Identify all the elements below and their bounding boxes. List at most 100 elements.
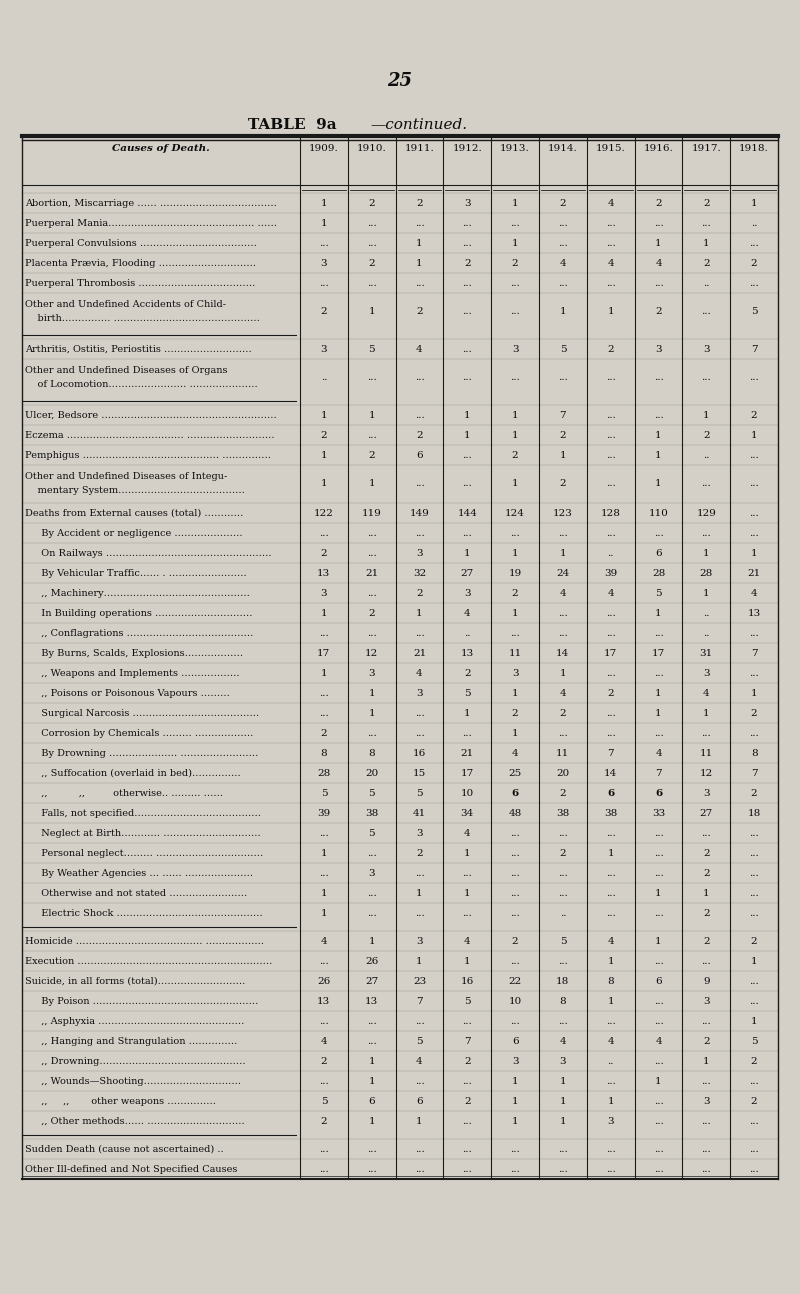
Text: In Building operations …………………………: In Building operations ………………………… bbox=[35, 608, 253, 617]
Text: ...: ... bbox=[654, 410, 663, 419]
Text: ...: ... bbox=[606, 608, 615, 617]
Text: ...: ... bbox=[462, 1165, 472, 1174]
Text: ...: ... bbox=[319, 956, 329, 965]
Text: ...: ... bbox=[558, 238, 568, 247]
Text: ...: ... bbox=[367, 849, 377, 858]
Text: ...: ... bbox=[462, 480, 472, 489]
Text: 28: 28 bbox=[700, 568, 713, 577]
Text: ...: ... bbox=[654, 849, 663, 858]
Text: 1: 1 bbox=[655, 450, 662, 459]
Text: ...: ... bbox=[414, 480, 424, 489]
Text: ...: ... bbox=[367, 1144, 377, 1153]
Text: 3: 3 bbox=[703, 669, 710, 678]
Text: ...: ... bbox=[462, 908, 472, 917]
Text: ...: ... bbox=[367, 374, 377, 383]
Text: 4: 4 bbox=[559, 589, 566, 598]
Text: ...: ... bbox=[462, 219, 472, 228]
Text: ...: ... bbox=[750, 908, 759, 917]
Text: 1: 1 bbox=[321, 219, 327, 228]
Text: 2: 2 bbox=[703, 198, 710, 207]
Text: By Vehicular Traffic…… . ……………………: By Vehicular Traffic…… . …………………… bbox=[35, 568, 246, 577]
Text: 2: 2 bbox=[559, 431, 566, 440]
Text: Pemphigus …………………………………… ……………: Pemphigus …………………………………… …………… bbox=[25, 450, 271, 459]
Text: 1: 1 bbox=[512, 410, 518, 419]
Text: Abortion, Miscarriage …… ………………………………: Abortion, Miscarriage …… ……………………………… bbox=[25, 198, 277, 207]
Text: Corrosion by Chemicals ……… ………………: Corrosion by Chemicals ……… ……………… bbox=[35, 729, 254, 738]
Text: 4: 4 bbox=[559, 1036, 566, 1046]
Text: ...: ... bbox=[702, 219, 711, 228]
Text: 1: 1 bbox=[750, 956, 758, 965]
Text: 13: 13 bbox=[365, 996, 378, 1005]
Text: 6: 6 bbox=[416, 450, 423, 459]
Text: ...: ... bbox=[462, 868, 472, 877]
Text: ...: ... bbox=[558, 868, 568, 877]
Text: 7: 7 bbox=[416, 996, 423, 1005]
Text: 1: 1 bbox=[512, 198, 518, 207]
Text: ...: ... bbox=[510, 889, 520, 898]
Text: 1: 1 bbox=[368, 937, 375, 946]
Text: ...: ... bbox=[654, 828, 663, 837]
Text: 5: 5 bbox=[368, 788, 375, 797]
Text: 1: 1 bbox=[703, 410, 710, 419]
Text: ...: ... bbox=[606, 480, 615, 489]
Text: 2: 2 bbox=[703, 908, 710, 917]
Text: 1: 1 bbox=[559, 1117, 566, 1126]
Text: 1: 1 bbox=[368, 709, 375, 717]
Text: 1: 1 bbox=[655, 431, 662, 440]
Text: 17: 17 bbox=[318, 648, 330, 657]
Text: ,, Drowning………………………………………: ,, Drowning……………………………………… bbox=[35, 1056, 246, 1065]
Text: 3: 3 bbox=[607, 1117, 614, 1126]
Text: ...: ... bbox=[462, 528, 472, 537]
Text: 2: 2 bbox=[416, 431, 423, 440]
Text: Falls, not specified…………………………………: Falls, not specified………………………………… bbox=[35, 809, 261, 818]
Text: Other and Undefined Diseases of Organs: Other and Undefined Diseases of Organs bbox=[25, 366, 227, 375]
Text: ...: ... bbox=[414, 1144, 424, 1153]
Text: 3: 3 bbox=[416, 688, 423, 697]
Text: 7: 7 bbox=[607, 748, 614, 757]
Text: 7: 7 bbox=[655, 769, 662, 778]
Text: 1: 1 bbox=[607, 996, 614, 1005]
Text: ...: ... bbox=[510, 528, 520, 537]
Text: ...: ... bbox=[606, 528, 615, 537]
Text: 6: 6 bbox=[368, 1096, 375, 1105]
Text: 25: 25 bbox=[509, 769, 522, 778]
Text: ...: ... bbox=[654, 1165, 663, 1174]
Text: ...: ... bbox=[606, 868, 615, 877]
Text: 2: 2 bbox=[559, 198, 566, 207]
Text: ...: ... bbox=[702, 729, 711, 738]
Text: 5: 5 bbox=[750, 308, 758, 317]
Text: ...: ... bbox=[702, 1017, 711, 1026]
Text: ...: ... bbox=[558, 629, 568, 638]
Text: 149: 149 bbox=[410, 509, 430, 518]
Text: 4: 4 bbox=[607, 259, 614, 268]
Text: By Poison ……………………………………………: By Poison …………………………………………… bbox=[35, 996, 258, 1005]
Text: 110: 110 bbox=[649, 509, 669, 518]
Text: ...: ... bbox=[654, 1056, 663, 1065]
Text: 7: 7 bbox=[750, 648, 758, 657]
Text: ...: ... bbox=[510, 868, 520, 877]
Text: 4: 4 bbox=[703, 688, 710, 697]
Text: 2: 2 bbox=[607, 344, 614, 353]
Text: ...: ... bbox=[702, 828, 711, 837]
Text: 3: 3 bbox=[416, 828, 423, 837]
Text: ...: ... bbox=[750, 1077, 759, 1086]
Text: 2: 2 bbox=[416, 198, 423, 207]
Text: 2: 2 bbox=[464, 669, 470, 678]
Text: Neglect at Birth………… …………………………: Neglect at Birth………… ………………………… bbox=[35, 828, 261, 837]
Text: 1: 1 bbox=[703, 1056, 710, 1065]
Text: 3: 3 bbox=[321, 344, 327, 353]
Text: Puerperal Thrombosis ………………………………: Puerperal Thrombosis ……………………………… bbox=[25, 278, 255, 287]
Text: 16: 16 bbox=[461, 977, 474, 986]
Text: ...: ... bbox=[606, 374, 615, 383]
Text: ...: ... bbox=[319, 629, 329, 638]
Text: 1: 1 bbox=[464, 956, 470, 965]
Text: ..: .. bbox=[703, 629, 710, 638]
Text: 2: 2 bbox=[703, 868, 710, 877]
Text: ...: ... bbox=[558, 219, 568, 228]
Text: 1: 1 bbox=[559, 549, 566, 558]
Text: 24: 24 bbox=[556, 568, 570, 577]
Text: 2: 2 bbox=[559, 788, 566, 797]
Text: 8: 8 bbox=[368, 748, 375, 757]
Text: 11: 11 bbox=[700, 748, 713, 757]
Text: ...: ... bbox=[367, 589, 377, 598]
